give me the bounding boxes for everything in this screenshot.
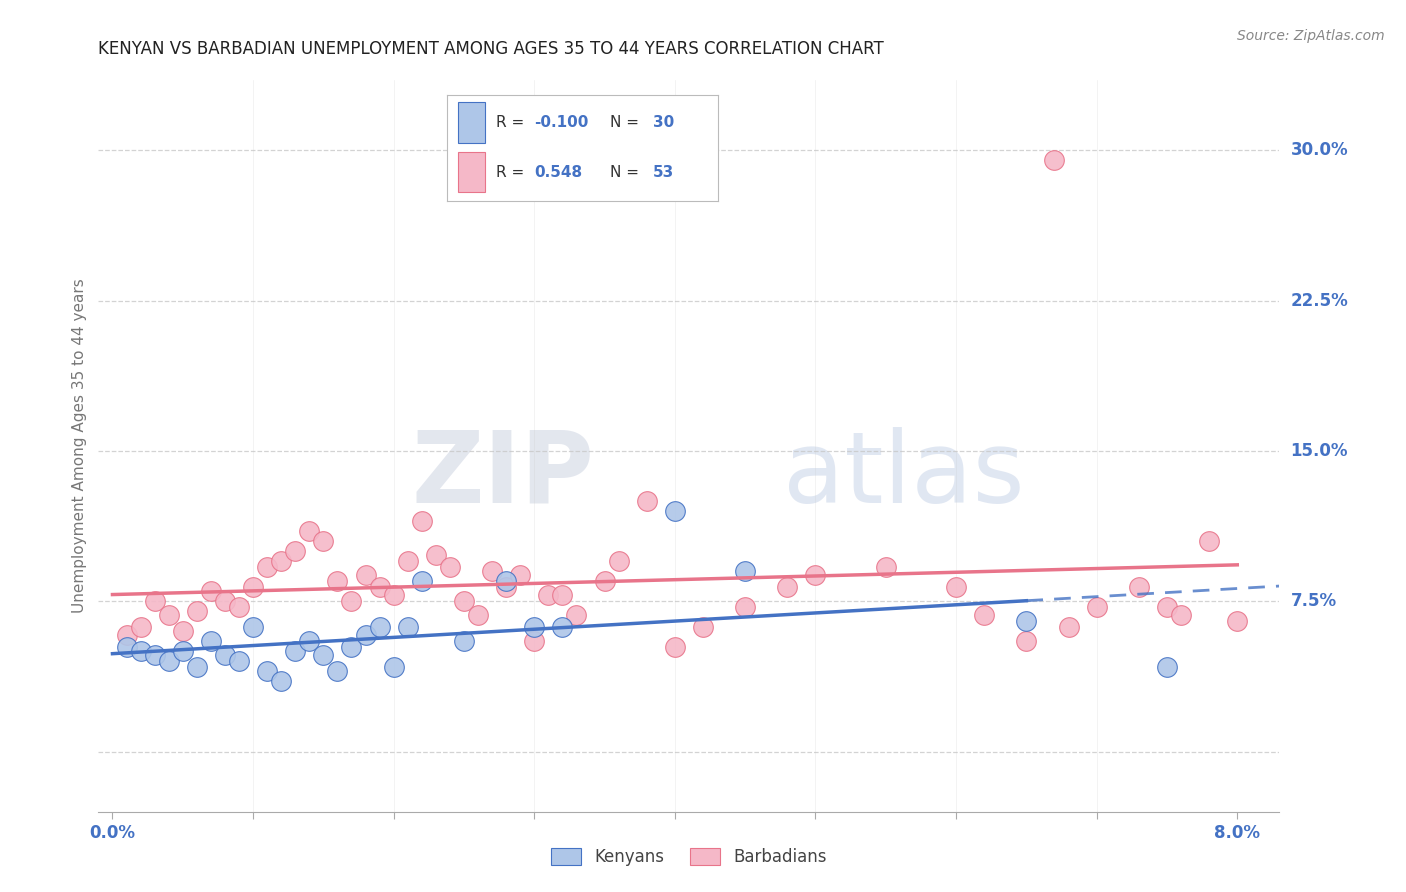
Point bbox=[270, 554, 292, 568]
Point bbox=[509, 568, 531, 582]
Text: 30.0%: 30.0% bbox=[1291, 142, 1348, 160]
Point bbox=[776, 580, 799, 594]
Point bbox=[256, 560, 278, 574]
Point bbox=[242, 580, 264, 594]
Point bbox=[551, 620, 574, 634]
Point bbox=[537, 588, 560, 602]
Point bbox=[354, 628, 377, 642]
Point bbox=[636, 494, 658, 508]
Point bbox=[664, 640, 686, 655]
Point bbox=[354, 568, 377, 582]
Point bbox=[425, 548, 447, 562]
Point bbox=[186, 604, 208, 618]
Point bbox=[1015, 615, 1038, 629]
Y-axis label: Unemployment Among Ages 35 to 44 years: Unemployment Among Ages 35 to 44 years bbox=[72, 278, 87, 614]
Point bbox=[495, 574, 517, 589]
Point bbox=[396, 554, 419, 568]
Text: 22.5%: 22.5% bbox=[1291, 292, 1348, 310]
Point bbox=[481, 564, 503, 578]
Text: 7.5%: 7.5% bbox=[1291, 592, 1337, 610]
Text: atlas: atlas bbox=[783, 426, 1025, 524]
Point bbox=[439, 560, 461, 574]
Point bbox=[565, 608, 588, 623]
Point bbox=[157, 655, 180, 669]
Point bbox=[453, 634, 475, 648]
Point bbox=[242, 620, 264, 634]
Point bbox=[382, 588, 405, 602]
Point bbox=[115, 640, 138, 655]
Point bbox=[1085, 600, 1108, 615]
Point bbox=[411, 514, 433, 528]
Point bbox=[157, 608, 180, 623]
Point bbox=[186, 660, 208, 674]
Point bbox=[312, 534, 335, 549]
Point bbox=[326, 574, 349, 589]
Point bbox=[200, 634, 222, 648]
Point bbox=[551, 588, 574, 602]
Point bbox=[467, 608, 489, 623]
Point bbox=[143, 648, 166, 663]
Point bbox=[1226, 615, 1249, 629]
Point bbox=[200, 584, 222, 599]
Point bbox=[396, 620, 419, 634]
Point bbox=[312, 648, 335, 663]
Point bbox=[115, 628, 138, 642]
Point bbox=[270, 674, 292, 689]
Point bbox=[368, 580, 391, 594]
Point bbox=[1128, 580, 1150, 594]
Point bbox=[214, 594, 236, 608]
Point bbox=[734, 600, 756, 615]
Point bbox=[523, 634, 546, 648]
Legend: Kenyans, Barbadians: Kenyans, Barbadians bbox=[544, 841, 834, 873]
Text: KENYAN VS BARBADIAN UNEMPLOYMENT AMONG AGES 35 TO 44 YEARS CORRELATION CHART: KENYAN VS BARBADIAN UNEMPLOYMENT AMONG A… bbox=[98, 40, 884, 58]
Point bbox=[495, 580, 517, 594]
Point bbox=[804, 568, 827, 582]
Point bbox=[340, 640, 363, 655]
Point bbox=[284, 644, 307, 658]
Point bbox=[228, 655, 250, 669]
Point bbox=[228, 600, 250, 615]
Point bbox=[875, 560, 897, 574]
Point bbox=[1156, 660, 1178, 674]
Text: Source: ZipAtlas.com: Source: ZipAtlas.com bbox=[1237, 29, 1385, 43]
Point bbox=[326, 665, 349, 679]
Point bbox=[1043, 153, 1066, 168]
Point bbox=[1156, 600, 1178, 615]
Point bbox=[256, 665, 278, 679]
Point bbox=[453, 594, 475, 608]
Point bbox=[692, 620, 714, 634]
Point bbox=[172, 644, 194, 658]
Point bbox=[1057, 620, 1080, 634]
Point bbox=[298, 634, 321, 648]
Point bbox=[523, 620, 546, 634]
Point bbox=[664, 504, 686, 518]
Point bbox=[284, 544, 307, 558]
Point bbox=[1015, 634, 1038, 648]
Point bbox=[172, 624, 194, 639]
Point bbox=[340, 594, 363, 608]
Point bbox=[945, 580, 967, 594]
Point bbox=[593, 574, 616, 589]
Point bbox=[129, 644, 152, 658]
Point bbox=[143, 594, 166, 608]
Point bbox=[411, 574, 433, 589]
Point bbox=[129, 620, 152, 634]
Text: 15.0%: 15.0% bbox=[1291, 442, 1348, 460]
Point bbox=[298, 524, 321, 538]
Point bbox=[734, 564, 756, 578]
Point bbox=[1170, 608, 1192, 623]
Point bbox=[607, 554, 630, 568]
Point bbox=[1198, 534, 1220, 549]
Point bbox=[368, 620, 391, 634]
Point bbox=[973, 608, 995, 623]
Point bbox=[214, 648, 236, 663]
Text: ZIP: ZIP bbox=[412, 426, 595, 524]
Point bbox=[382, 660, 405, 674]
